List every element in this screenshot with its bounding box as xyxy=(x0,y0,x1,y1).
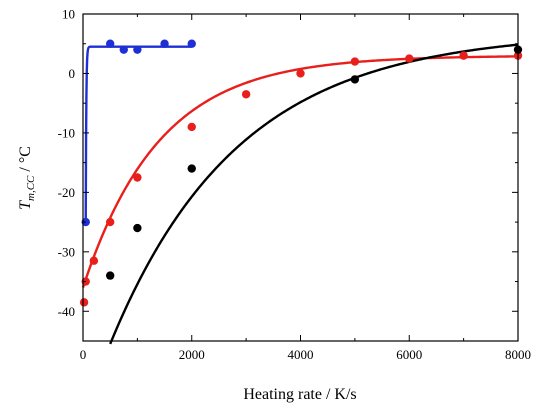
data-point-series-2 xyxy=(405,54,414,63)
y-tick-label: 0 xyxy=(69,66,76,81)
x-tick-label: 4000 xyxy=(288,347,314,362)
y-tick-label: -20 xyxy=(58,185,75,200)
data-point-series-2 xyxy=(105,217,115,227)
y-axis-label-subscript: m,CC xyxy=(25,175,37,201)
data-point-series-1 xyxy=(133,45,142,54)
axis-ticks: 0 2000 4000 6000 8000 10 0 -10 -20 -30 -40 xyxy=(58,7,531,363)
fit-curve-1 xyxy=(84,45,192,223)
data-point-series-1 xyxy=(119,45,128,54)
x-tick-label: 0 xyxy=(80,347,87,362)
data-point-series-3 xyxy=(187,164,196,173)
y-axis-label: Tm,CC / °C xyxy=(17,146,37,210)
data-point-series-3 xyxy=(105,271,115,280)
y-tick-label: -40 xyxy=(58,304,75,319)
plot-frame xyxy=(82,13,519,342)
data-point-series-1 xyxy=(187,39,196,48)
data-point-series-2 xyxy=(187,122,196,132)
data-point-series-2 xyxy=(241,90,251,99)
data-point-series-2 xyxy=(459,51,468,60)
y-axis-label-main: T xyxy=(17,200,34,210)
x-tick-label: 8000 xyxy=(505,347,531,362)
y-tick-label: -10 xyxy=(58,125,75,140)
data-point-series-3 xyxy=(350,75,360,84)
fit-curve-3 xyxy=(109,43,519,345)
fit-curves xyxy=(81,43,519,345)
data-point-series-2 xyxy=(79,298,89,307)
data-point-series-3 xyxy=(133,223,142,233)
x-tick-label: 2000 xyxy=(179,347,205,362)
data-point-series-2 xyxy=(296,69,305,78)
fit-curve-2 xyxy=(81,55,519,288)
y-tick-label: -30 xyxy=(58,244,75,259)
y-tick-label: 10 xyxy=(62,7,75,22)
x-tick-label: 6000 xyxy=(396,347,422,362)
data-point-series-2 xyxy=(133,173,142,182)
x-axis-label: Heating rate / K/s xyxy=(243,386,356,403)
y-axis-label-unit: / °C xyxy=(17,146,34,176)
data-points xyxy=(79,39,523,307)
data-point-series-2 xyxy=(350,57,360,66)
data-point-series-1 xyxy=(160,39,169,48)
data-point-series-2 xyxy=(89,256,99,265)
data-point-series-1 xyxy=(105,39,115,48)
